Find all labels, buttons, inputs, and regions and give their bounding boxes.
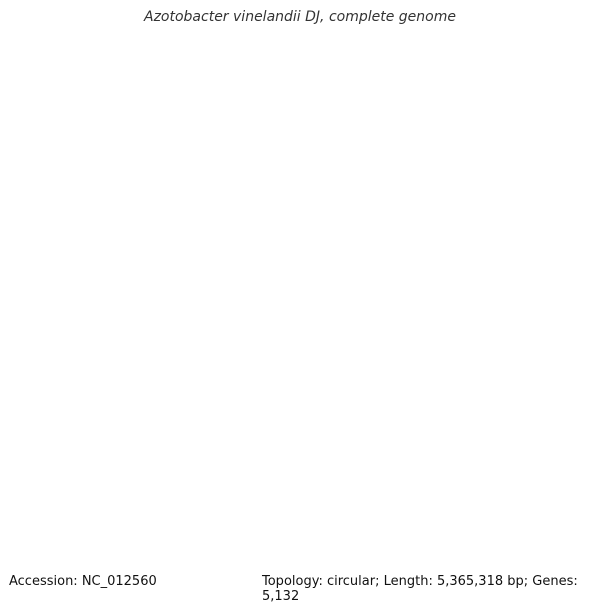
genome-summary-text: Topology: circular; Length: 5,365,318 bp… [260, 574, 600, 604]
accession-text: Accession: NC_012560 [7, 574, 159, 589]
map-title: Azotobacter vinelandii DJ, complete geno… [144, 9, 456, 25]
